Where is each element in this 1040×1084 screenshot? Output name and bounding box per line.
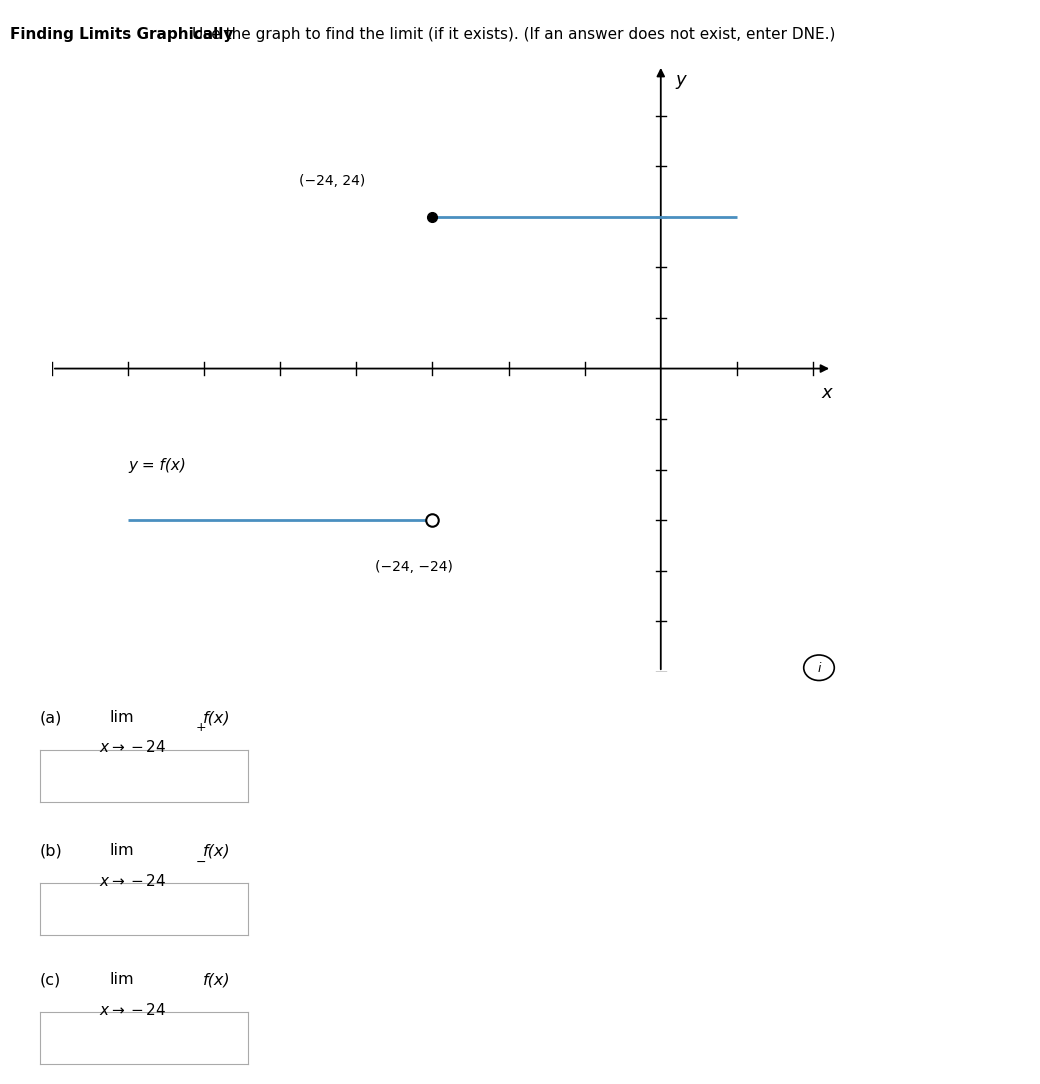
Text: (a): (a) (40, 710, 62, 725)
Text: lim: lim (109, 710, 134, 725)
Text: Use the graph to find the limit (if it exists). (If an answer does not exist, en: Use the graph to find the limit (if it e… (192, 27, 836, 42)
Text: (−24, 24): (−24, 24) (300, 175, 366, 189)
Text: (b): (b) (40, 843, 62, 859)
Text: f(x): f(x) (203, 710, 231, 725)
Text: $x \rightarrow -24$: $x \rightarrow -24$ (99, 1002, 166, 1018)
Text: +: + (196, 721, 206, 734)
Text: lim: lim (109, 843, 134, 859)
Text: y: y (675, 72, 685, 89)
Text: $x \rightarrow -24$: $x \rightarrow -24$ (99, 739, 166, 756)
Text: i: i (817, 662, 821, 675)
Text: y = f(x): y = f(x) (128, 457, 186, 473)
Text: f(x): f(x) (203, 972, 231, 988)
Text: $x \rightarrow -24$: $x \rightarrow -24$ (99, 873, 166, 889)
Text: (c): (c) (40, 972, 60, 988)
Text: f(x): f(x) (203, 843, 231, 859)
Text: (−24, −24): (−24, −24) (375, 560, 453, 573)
Text: lim: lim (109, 972, 134, 988)
Text: x: x (822, 385, 833, 402)
Text: Finding Limits Graphically: Finding Limits Graphically (10, 27, 234, 42)
Text: −: − (196, 856, 206, 869)
